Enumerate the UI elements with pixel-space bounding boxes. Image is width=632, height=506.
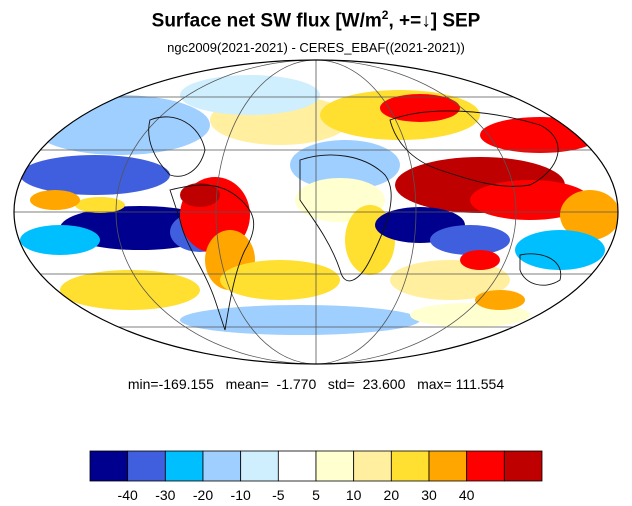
plot-subtitle: ngc2009(2021-2021) - CERES_EBAF((2021-20… (167, 40, 465, 55)
colorbar-swatch (503, 450, 543, 482)
flux-difference-field (20, 75, 618, 335)
colorbar-swatch (89, 450, 129, 482)
colorbar-tick-label: 5 (312, 487, 320, 503)
graticule (14, 60, 618, 364)
plot-title: Surface net SW flux [W/m2, +=↓] SEP (0, 8, 632, 32)
colorbar-swatch (164, 450, 204, 482)
colorbar-tick-label: 40 (459, 487, 475, 503)
colorbar-swatch (390, 450, 430, 482)
colorbar-swatch (202, 450, 242, 482)
title-superscript: 2 (381, 8, 389, 22)
max-value: 111.554 (455, 376, 505, 392)
colorbar-swatch (466, 450, 505, 482)
map-border (13, 59, 619, 365)
colorbar-tick-label: 20 (384, 487, 400, 503)
coastlines (148, 110, 562, 331)
colorbar: -40 -30 -20 -10 -5 5 10 20 30 40 (89, 450, 543, 503)
colorbar-tick-label: -40 (118, 487, 138, 503)
min-label: min= (127, 376, 159, 392)
min-value: -169.155 (158, 376, 214, 392)
statistics-line: min=-169.155 mean= -1.770 std= 23.600 ma… (0, 376, 632, 392)
std-value: 23.600 (362, 376, 406, 392)
colorbar-swatch (353, 450, 392, 482)
max-label: max= (417, 376, 452, 392)
colorbar-tick-label: 10 (346, 487, 362, 503)
std-label: std= (327, 376, 355, 392)
mean-label: mean= (225, 376, 269, 392)
title-main: Surface net SW flux [W/m (151, 10, 382, 32)
colorbar-swatch (127, 450, 166, 482)
colorbar-tick-label: -20 (193, 487, 213, 503)
title-rest: , +=↓] SEP (388, 10, 481, 32)
colorbar-swatch (428, 450, 468, 482)
colorbar-tick-label: -30 (155, 487, 175, 503)
colorbar-swatch (240, 450, 279, 482)
mean-value: -1.770 (276, 376, 317, 392)
colorbar-tick-label: -5 (272, 487, 285, 503)
colorbar-swatch (277, 450, 317, 482)
colorbar-swatch (315, 450, 355, 482)
colorbar-tick-label: -10 (231, 487, 251, 503)
colorbar-tick-label: 30 (421, 487, 437, 503)
